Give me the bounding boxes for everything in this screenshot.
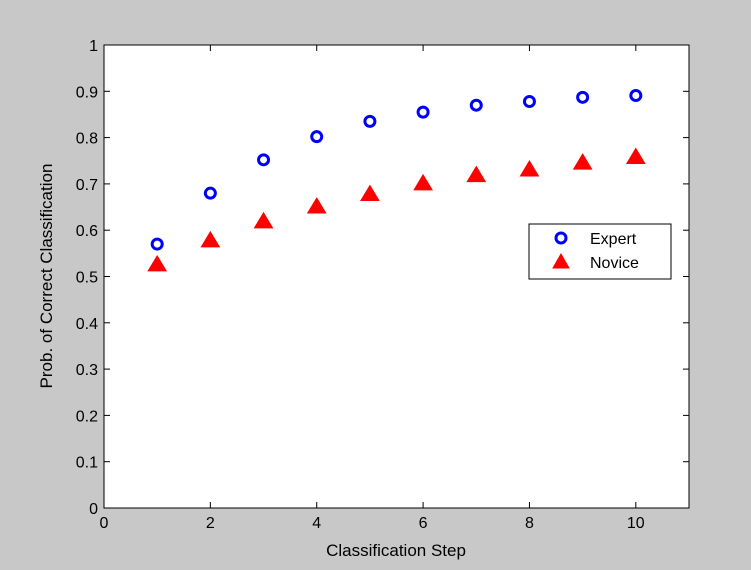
expert-point — [469, 98, 483, 112]
x-axis: 0 2 4 6 8 10 — [100, 45, 645, 532]
y-tick-label: 0.5 — [76, 270, 98, 287]
x-tick-label: 6 — [419, 515, 428, 532]
novice-point — [253, 211, 274, 229]
legend-label-novice: Novice — [590, 255, 639, 272]
expert-point — [257, 153, 271, 167]
y-tick-label: 0.3 — [76, 362, 98, 379]
novice-point — [306, 197, 327, 214]
x-tick-label: 2 — [206, 515, 215, 532]
legend-marker-novice — [552, 252, 570, 269]
novice-point — [360, 184, 380, 202]
novice-point — [147, 254, 168, 272]
expert-point — [522, 94, 536, 108]
y-tick-label: 0.7 — [76, 177, 98, 194]
novice-point — [466, 165, 487, 183]
x-tick-label: 10 — [627, 515, 645, 532]
y-axis: 0 0.1 0.2 0.3 0.4 0.5 0.6 0.7 0.8 0.9 1 — [76, 38, 689, 518]
novice-point — [519, 160, 540, 177]
y-tick-label: 0.4 — [76, 316, 98, 333]
x-tick-label: 0 — [100, 515, 109, 532]
x-axis-label: Classification Step — [326, 541, 466, 560]
expert-point — [576, 90, 590, 104]
y-tick-label: 1 — [89, 38, 98, 55]
expert-point — [363, 114, 377, 128]
y-tick-label: 0.2 — [76, 408, 98, 425]
expert-point — [150, 237, 164, 251]
y-tick-label: 0.9 — [76, 84, 98, 101]
expert-point — [416, 105, 430, 119]
y-axis-label: Prob. of Correct Classification — [37, 164, 56, 389]
legend-label-expert: Expert — [590, 231, 637, 248]
novice-point — [413, 173, 433, 191]
expert-point — [629, 88, 643, 102]
novice-point — [200, 230, 221, 248]
data-marks — [147, 88, 646, 272]
novice-point — [572, 153, 593, 170]
legend: Expert Novice — [528, 223, 672, 280]
x-tick-label: 8 — [525, 515, 534, 532]
x-tick-label: 4 — [312, 515, 321, 532]
y-tick-label: 0 — [89, 501, 98, 518]
novice-point — [625, 147, 646, 165]
y-tick-label: 0.6 — [76, 223, 98, 240]
y-tick-label: 0.1 — [76, 455, 98, 472]
expert-point — [203, 186, 217, 200]
legend-box — [528, 223, 672, 280]
y-tick-label: 0.8 — [76, 131, 98, 148]
legend-marker-expert — [554, 231, 568, 245]
expert-point — [310, 130, 324, 144]
